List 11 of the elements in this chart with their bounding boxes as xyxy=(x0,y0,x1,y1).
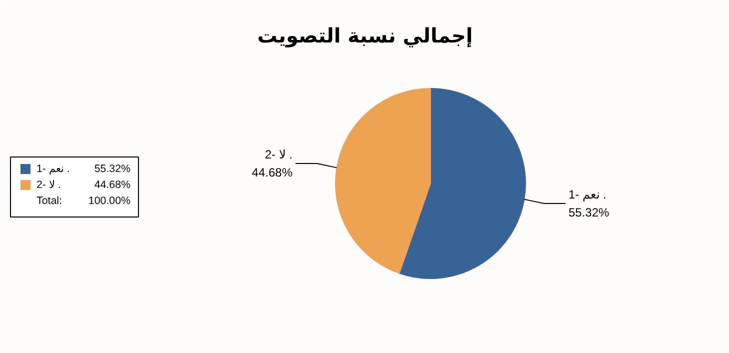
data-label: 55.32% xyxy=(568,205,610,220)
text: 100.00% xyxy=(88,195,132,207)
text: 55.32% xyxy=(94,163,131,175)
text: Total: xyxy=(36,195,62,207)
legend-label: 1- نعم . xyxy=(36,163,70,175)
slice-label: 1- نعم . xyxy=(568,187,606,202)
text: 44.68% xyxy=(94,179,131,191)
legend-label: 2- لا . xyxy=(36,179,61,191)
data-label: 44.68% xyxy=(252,166,293,180)
chart-title: إجمالي نسبة التصويت xyxy=(257,24,473,48)
slice-label: 2- لا . xyxy=(264,148,293,162)
